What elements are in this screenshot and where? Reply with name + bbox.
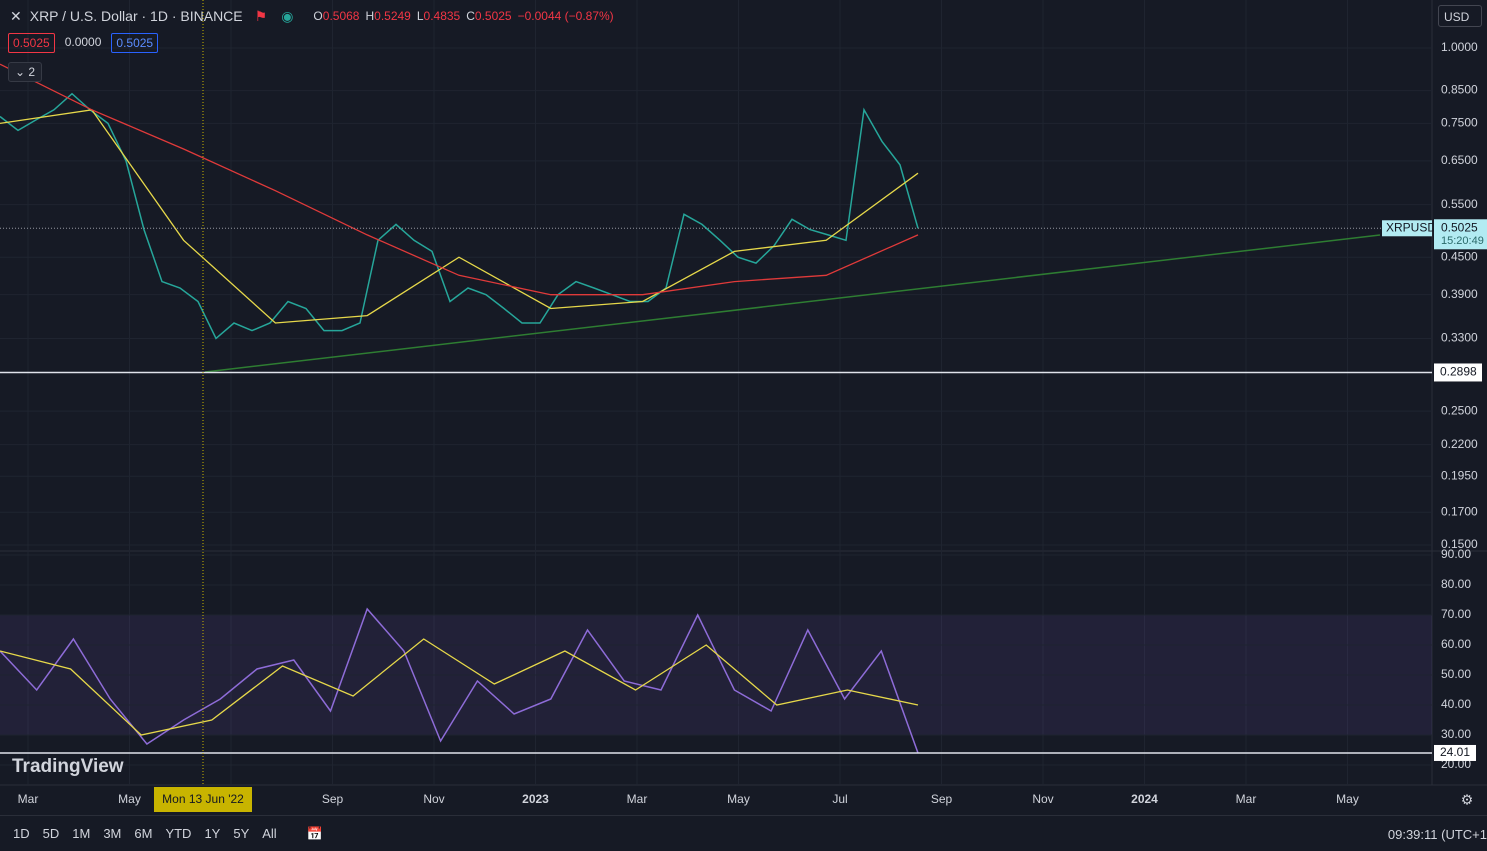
price-tag: 0.5025: [1441, 220, 1478, 234]
x-tick-label: Mar: [1236, 792, 1257, 806]
y-tick-label: 0.6500: [1441, 153, 1478, 167]
range-button[interactable]: 5D: [42, 826, 60, 841]
range-button[interactable]: 5Y: [233, 826, 250, 841]
logo: TradingView: [12, 756, 124, 777]
y-tick-label: 0.4500: [1441, 249, 1478, 263]
support-tag: 0.2898: [1440, 365, 1477, 379]
range-button[interactable]: 1M: [72, 826, 91, 841]
y-tick-label: 40.00: [1441, 697, 1471, 711]
y-tick-label: 0.3300: [1441, 331, 1478, 345]
indicator-line: [0, 638, 919, 736]
y-tick-label: 0.1950: [1441, 468, 1478, 482]
indicator-toggle[interactable]: ⌄ 2: [8, 62, 43, 82]
x-tick-label: Mar: [18, 792, 39, 806]
change: −0.0044 (−0.87%): [517, 9, 614, 23]
y-tick-label: 1.0000: [1441, 40, 1478, 54]
x-tick-label: May: [727, 792, 750, 806]
symbol-title: XRP / U.S. Dollar · 1D · BINANCE: [29, 8, 243, 24]
countdown: 15:20:49: [1441, 235, 1484, 247]
x-tick-label: May: [118, 792, 141, 806]
y-tick-label: 30.00: [1441, 727, 1471, 741]
price-line: [0, 92, 919, 340]
range-button[interactable]: 1D: [13, 826, 30, 841]
y-tick-label: 50.00: [1441, 667, 1471, 681]
chart: Mar May Sep Nov 2023 Mar May Jul Sep Nov 2024 Mar Ma…: [0, 0, 1487, 815]
support-tag-bg: [1434, 363, 1482, 382]
x-tick-label: 2023: [522, 792, 549, 806]
clock: 09:39:11 (UTC+1: [1387, 827, 1487, 842]
x-tick-label: Sep: [322, 792, 344, 806]
range-button[interactable]: YTD: [165, 826, 192, 841]
ohlc-value: 0.4835: [423, 9, 461, 23]
trendline: [204, 234, 1381, 373]
ohlc-value: 0.5068: [322, 9, 360, 23]
x-tick-label: Sep: [931, 792, 953, 806]
indicator-line: [0, 607, 919, 754]
spread-tag: 0.0000: [64, 35, 102, 49]
range-button[interactable]: All: [262, 826, 277, 841]
y-tick-label: 90.00: [1441, 547, 1471, 561]
y-tick-label: 0.3900: [1441, 287, 1478, 301]
y-tick-label: 0.1700: [1441, 504, 1478, 518]
status-dot: ◉: [281, 7, 294, 24]
close-icon[interactable]: ✕: [10, 7, 22, 24]
flag-icon[interactable]: ⚑: [254, 7, 268, 24]
price-tags: 0.5025 0.0000 0.5025: [8, 33, 159, 53]
range-buttons: 1D 5D 1M 3M 6M YTD 1Y 5Y All: [0, 826, 277, 841]
bottom-toolbar: 1D 5D 1M 3M 6M YTD 1Y 5Y All 📅 09:39:11 (UTC+1: [0, 815, 1487, 851]
indicator-count: 2: [28, 65, 36, 79]
range-button[interactable]: 1Y: [204, 826, 221, 841]
settings-icon: ⚙: [1461, 792, 1474, 808]
rsi-tag: 24.01: [1440, 745, 1470, 759]
pane-bg: [0, 0, 1487, 815]
x-tick-label: May: [1336, 792, 1359, 806]
crosshair-label: Mon 13 Jun '22: [162, 792, 244, 806]
rsi-tag-bg: [1434, 744, 1476, 761]
symbol-tag: XRPUSD: [1386, 220, 1436, 234]
ohlc-key: H: [365, 9, 375, 23]
ohlc-key: L: [416, 9, 424, 23]
x-tick-label: Mar: [627, 792, 648, 806]
sell-tag[interactable]: 0.5025: [8, 33, 55, 53]
y-tick-label: 0.2200: [1441, 437, 1478, 451]
symbol-header: ✕ XRP / U.S. Dollar · 1D · BINANCE ⚑ ◉ O…: [10, 6, 614, 26]
buy-tag[interactable]: 0.5025: [111, 33, 159, 53]
price-tag-bg: [1434, 219, 1487, 250]
x-tick-label: 2024: [1131, 792, 1158, 806]
y-tick-label: 60.00: [1441, 637, 1471, 651]
ohlc-key: C: [466, 9, 475, 23]
x-tick-label: Jul: [832, 792, 847, 806]
range-button[interactable]: 3M: [103, 826, 122, 841]
y-tick-label: 0.8500: [1441, 83, 1478, 97]
y-tick-label: 80.00: [1441, 577, 1471, 591]
indicator-line: [0, 63, 919, 296]
y-tick-label: 0.2500: [1441, 403, 1478, 417]
x-tick-label: Nov: [423, 792, 444, 806]
date-range-icon[interactable]: 📅: [306, 825, 323, 841]
y-tick-label: 0.5500: [1441, 197, 1478, 211]
indicator-line: [0, 109, 919, 324]
range-button[interactable]: 6M: [134, 826, 153, 841]
ohlc-key: O: [313, 9, 323, 23]
currency-select[interactable]: USD: [1438, 5, 1482, 27]
ohlc: O0.5068 H0.5249 L0.4835 C0.5025: [313, 9, 517, 23]
ohlc-value: 0.5025: [474, 9, 512, 23]
y-tick-label: 70.00: [1441, 607, 1471, 621]
y-tick-label: 0.7500: [1441, 116, 1478, 130]
y-tick-label: 0.1500: [1441, 537, 1478, 551]
crosshair-label-bg: [154, 787, 252, 812]
symbol-tag-bg: [1382, 220, 1432, 237]
x-tick-label: Nov: [1032, 792, 1053, 806]
ohlc-value: 0.5249: [374, 9, 411, 23]
